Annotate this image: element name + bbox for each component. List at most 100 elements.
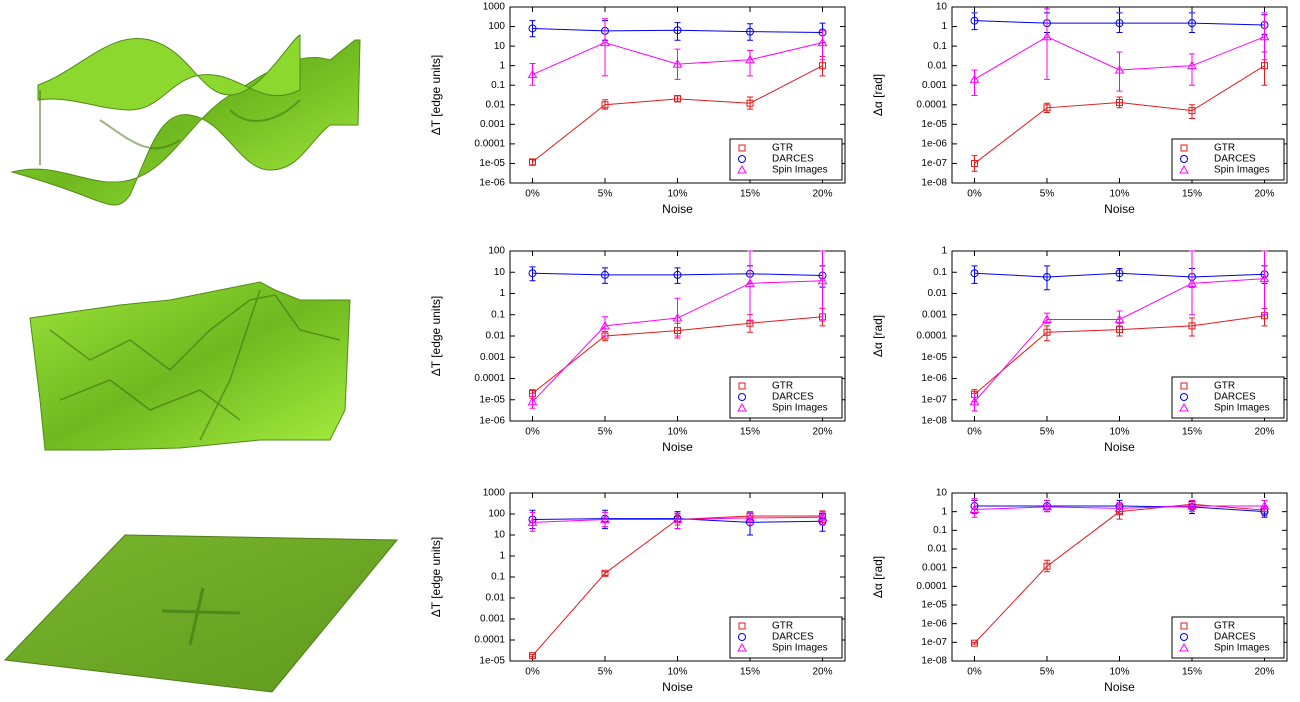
- x-axis-title: Noise: [1104, 202, 1135, 216]
- y-tick-label: 0.1: [491, 80, 505, 91]
- error-bar: [972, 266, 978, 284]
- surface-plane: [5, 535, 397, 692]
- x-axis-title: Noise: [662, 680, 693, 694]
- y-tick-label: 1e-06: [479, 178, 505, 189]
- y-tick-label: 0.0001: [474, 373, 505, 384]
- legend-label: Spin Images: [772, 643, 828, 654]
- y-tick-label: 0.01: [928, 60, 948, 71]
- y-tick-label: 1e-05: [921, 352, 947, 363]
- x-tick-label: 15%: [740, 189, 760, 200]
- y-tick-label: 100: [488, 509, 505, 520]
- y-tick-label: 0.1: [933, 41, 947, 52]
- error-bar: [1044, 560, 1050, 572]
- legend-label: Spin Images: [772, 403, 828, 414]
- x-tick-label: 0%: [967, 427, 982, 438]
- legend-label: GTR: [772, 381, 793, 392]
- y-tick-label: 1e-06: [921, 373, 947, 384]
- y-axis-title: Δα [rad]: [871, 315, 885, 357]
- y-tick-label: 0.001: [922, 309, 947, 320]
- chart: 1e-081e-071e-061e-050.00010.0010.010.111…: [871, 2, 1287, 217]
- error-bar: [675, 23, 681, 41]
- error-bar: [602, 19, 608, 76]
- y-tick-label: 0.001: [480, 352, 505, 363]
- figure: 1e-061e-050.00010.0010.010.111010010000%…: [0, 0, 1300, 702]
- chart: 1e-061e-050.00010.0010.010.111010010000%…: [429, 2, 845, 217]
- legend-label: GTR: [1214, 381, 1235, 392]
- x-axis-title: Noise: [662, 202, 693, 216]
- y-tick-label: 0.01: [928, 288, 948, 299]
- y-tick-label: 10: [494, 267, 506, 278]
- error-bar: [530, 655, 536, 657]
- legend-label: GTR: [1214, 621, 1235, 632]
- x-tick-label: 15%: [740, 667, 760, 678]
- x-axis-title: Noise: [1104, 440, 1135, 454]
- x-tick-label: 5%: [1040, 667, 1055, 678]
- y-axis-title: ΔT [edge units]: [429, 55, 443, 136]
- y-tick-label: 0.0001: [474, 635, 505, 646]
- x-tick-label: 0%: [525, 427, 540, 438]
- y-tick-label: 0.0001: [916, 581, 947, 592]
- x-tick-label: 20%: [812, 189, 832, 200]
- error-bar: [602, 268, 608, 283]
- x-axis-title: Noise: [1104, 680, 1135, 694]
- x-tick-label: 10%: [667, 667, 687, 678]
- legend-label: GTR: [772, 621, 793, 632]
- x-tick-label: 20%: [812, 427, 832, 438]
- error-bar: [1044, 326, 1050, 341]
- x-tick-label: 5%: [1040, 189, 1055, 200]
- x-tick-label: 20%: [1254, 189, 1274, 200]
- y-tick-label: 0.1: [491, 309, 505, 320]
- x-tick-label: 10%: [667, 427, 687, 438]
- y-tick-label: 1e-05: [921, 119, 947, 130]
- x-tick-label: 5%: [598, 189, 613, 200]
- legend-label: Spin Images: [1214, 403, 1270, 414]
- legend-label: DARCES: [1214, 632, 1256, 643]
- legend-label: GTR: [772, 143, 793, 154]
- y-tick-label: 1: [499, 288, 505, 299]
- error-bar: [1044, 9, 1050, 79]
- y-axis-title: Δα [rad]: [871, 74, 885, 116]
- y-tick-label: 0.1: [933, 525, 947, 536]
- y-tick-label: 1: [499, 551, 505, 562]
- error-bar: [972, 642, 978, 644]
- legend-label: GTR: [1214, 143, 1235, 154]
- y-tick-label: 1e-07: [921, 158, 947, 169]
- surface-wave: [12, 35, 360, 205]
- x-tick-label: 20%: [1254, 667, 1274, 678]
- y-tick-label: 10: [936, 488, 948, 499]
- y-tick-label: 0.01: [928, 544, 948, 555]
- y-axis-title: ΔT [edge units]: [429, 537, 443, 618]
- x-tick-label: 0%: [967, 667, 982, 678]
- error-bar: [1189, 54, 1195, 85]
- x-tick-label: 15%: [740, 427, 760, 438]
- y-tick-label: 1e-06: [479, 416, 505, 427]
- y-tick-label: 0.1: [491, 572, 505, 583]
- y-tick-label: 1e-05: [479, 394, 505, 405]
- legend-label: DARCES: [772, 392, 814, 403]
- x-tick-label: 15%: [1182, 189, 1202, 200]
- y-tick-label: 1e-07: [921, 394, 947, 405]
- error-bar: [1189, 105, 1195, 119]
- x-tick-label: 5%: [598, 427, 613, 438]
- legend-label: DARCES: [1214, 392, 1256, 403]
- legend-label: Spin Images: [1214, 643, 1270, 654]
- x-axis-title: Noise: [662, 440, 693, 454]
- y-tick-label: 1e-08: [921, 656, 947, 667]
- y-tick-label: 1e-06: [921, 618, 947, 629]
- chart: 1e-081e-071e-061e-050.00010.0010.010.111…: [871, 488, 1287, 695]
- y-tick-label: 1e-05: [921, 600, 947, 611]
- y-tick-label: 10: [494, 530, 506, 541]
- y-tick-label: 0.01: [486, 593, 506, 604]
- error-bar: [820, 251, 826, 321]
- error-bar: [1044, 266, 1050, 290]
- error-bar: [675, 268, 681, 283]
- y-tick-label: 1: [499, 60, 505, 71]
- error-bar: [972, 499, 978, 518]
- x-tick-label: 5%: [598, 667, 613, 678]
- x-tick-label: 0%: [525, 667, 540, 678]
- x-tick-label: 10%: [1109, 667, 1129, 678]
- y-tick-label: 0.001: [922, 562, 947, 573]
- legend-label: DARCES: [772, 154, 814, 165]
- y-tick-label: 0.001: [480, 614, 505, 625]
- y-tick-label: 1e-05: [479, 158, 505, 169]
